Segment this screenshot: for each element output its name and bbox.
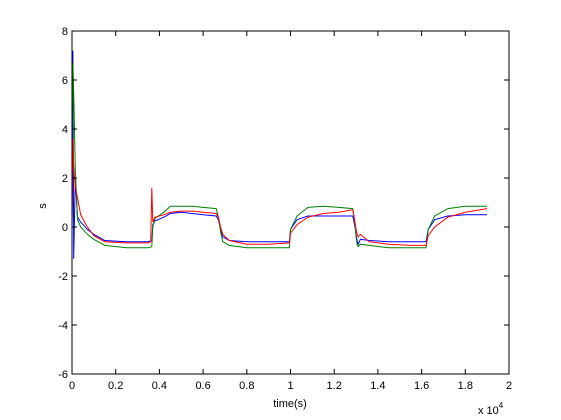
x-tick-label: 0 — [69, 380, 75, 392]
y-tick-label: -2 — [58, 271, 68, 283]
y-tick-label: -6 — [58, 369, 68, 381]
x-multiplier-label: x 104 — [478, 401, 504, 417]
x-multiplier-exponent: 4 — [499, 401, 504, 410]
series-line-1 — [71, 62, 488, 249]
series-layer — [71, 50, 488, 259]
plot-area — [72, 31, 509, 374]
x-tick-label: 1 — [287, 380, 293, 392]
x-tick-label: 0.4 — [152, 380, 167, 392]
y-axis-label: s — [37, 203, 49, 209]
series-line-2 — [71, 138, 488, 246]
x-tick-label: 1.2 — [327, 380, 342, 392]
x-tick-label: 0.8 — [239, 380, 254, 392]
x-tick-label: 0.6 — [195, 380, 210, 392]
x-ticks: 0 0.2 0.4 0.6 0.8 1 1.2 1.4 1.6 1.8 2 — [69, 31, 512, 392]
y-tick-label: -4 — [58, 320, 68, 332]
x-tick-label: 1.6 — [414, 380, 429, 392]
y-tick-label: 6 — [62, 75, 68, 87]
x-tick-label: 1.4 — [370, 380, 385, 392]
x-axis-label: time(s) — [273, 398, 307, 410]
y-ticks: -6 -4 -2 0 2 4 6 8 — [58, 26, 509, 381]
y-tick-label: 8 — [62, 26, 68, 38]
y-tick-label: 4 — [62, 124, 68, 136]
x-multiplier-base: x 10 — [478, 405, 499, 417]
x-tick-label: 2 — [506, 380, 512, 392]
y-tick-label: 0 — [62, 222, 68, 234]
x-tick-label: 0.2 — [108, 380, 123, 392]
y-tick-label: 2 — [62, 173, 68, 185]
x-tick-label: 1.8 — [458, 380, 473, 392]
